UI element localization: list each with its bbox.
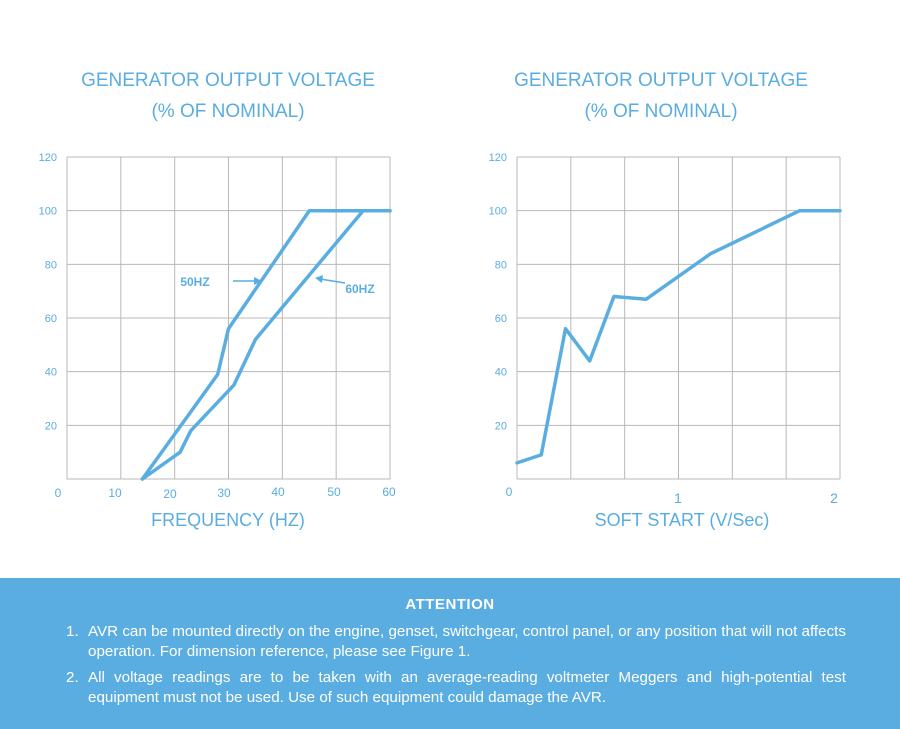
attention-item: 1. AVR can be mounted directly on the en… (66, 622, 846, 662)
x-tick-label: 60 (382, 485, 396, 499)
y-tick-label: 80 (495, 259, 507, 271)
x-tick-label: 20 (163, 487, 177, 501)
arrowhead-60hz (315, 275, 323, 283)
chart-title: GENERATOR OUTPUT VOLTAGE (514, 70, 808, 91)
y-tick-label: 100 (39, 206, 57, 218)
attention-panel: ATTENTION 1. AVR can be mounted directly… (0, 578, 900, 729)
attention-item-text: All voltage readings are to be taken wit… (88, 669, 846, 706)
series-label-60hz: 60HZ (345, 282, 374, 296)
attention-item-text: AVR can be mounted directly on the engin… (88, 623, 846, 660)
x-tick-label: 0 (506, 485, 513, 499)
chart-subtitle: (% OF NOMINAL) (151, 101, 304, 122)
x-tick-label: 40 (271, 485, 285, 499)
charts-area: GENERATOR OUTPUT VOLTAGE(% OF NOMINAL)20… (39, 70, 842, 530)
series-line (140, 208, 392, 481)
y-tick-label: 100 (489, 206, 507, 218)
x-tick-label: 2 (830, 490, 838, 506)
y-tick-label: 80 (45, 259, 57, 271)
y-tick-label: 20 (45, 420, 57, 432)
series-label-50hz: 50HZ (180, 275, 209, 289)
arrowhead-50hz (254, 277, 262, 285)
chart-title: GENERATOR OUTPUT VOLTAGE (81, 70, 375, 91)
x-tick-label: 30 (217, 486, 231, 500)
x-axis-label: FREQUENCY (HZ) (151, 510, 305, 530)
y-tick-label: 40 (45, 367, 57, 379)
attention-item-number: 1. (66, 623, 79, 640)
x-tick-label: 0 (55, 486, 62, 500)
y-tick-label: 60 (495, 313, 507, 325)
chart-right (515, 156, 842, 480)
y-tick-label: 60 (45, 313, 57, 325)
annotation-arrow-60hz (319, 278, 346, 284)
series-line (140, 208, 392, 481)
y-tick-label: 120 (489, 152, 507, 164)
x-tick-label: 10 (108, 486, 122, 500)
x-tick-label: 50 (327, 485, 341, 499)
attention-list: 1. AVR can be mounted directly on the en… (66, 622, 846, 714)
x-tick-label: 1 (674, 490, 682, 506)
chart-left (66, 156, 392, 481)
x-axis-label: SOFT START (V/Sec) (595, 510, 770, 530)
attention-item-number: 2. (66, 669, 79, 686)
attention-title: ATTENTION (405, 596, 495, 613)
attention-item: 2. All voltage readings are to be taken … (66, 668, 846, 708)
y-tick-label: 40 (495, 367, 507, 379)
series-line (515, 208, 842, 465)
y-tick-label: 120 (39, 152, 57, 164)
chart-subtitle: (% OF NOMINAL) (584, 101, 737, 122)
y-tick-label: 20 (495, 420, 507, 432)
